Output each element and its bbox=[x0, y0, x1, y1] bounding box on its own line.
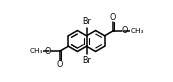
Text: O: O bbox=[110, 13, 116, 22]
Text: O: O bbox=[45, 47, 51, 56]
Text: O: O bbox=[122, 26, 128, 35]
Text: O: O bbox=[57, 60, 63, 69]
Text: CH₃: CH₃ bbox=[130, 28, 144, 34]
Text: Br: Br bbox=[82, 17, 91, 26]
Text: Br: Br bbox=[82, 56, 91, 65]
Text: CH₃: CH₃ bbox=[29, 48, 43, 54]
